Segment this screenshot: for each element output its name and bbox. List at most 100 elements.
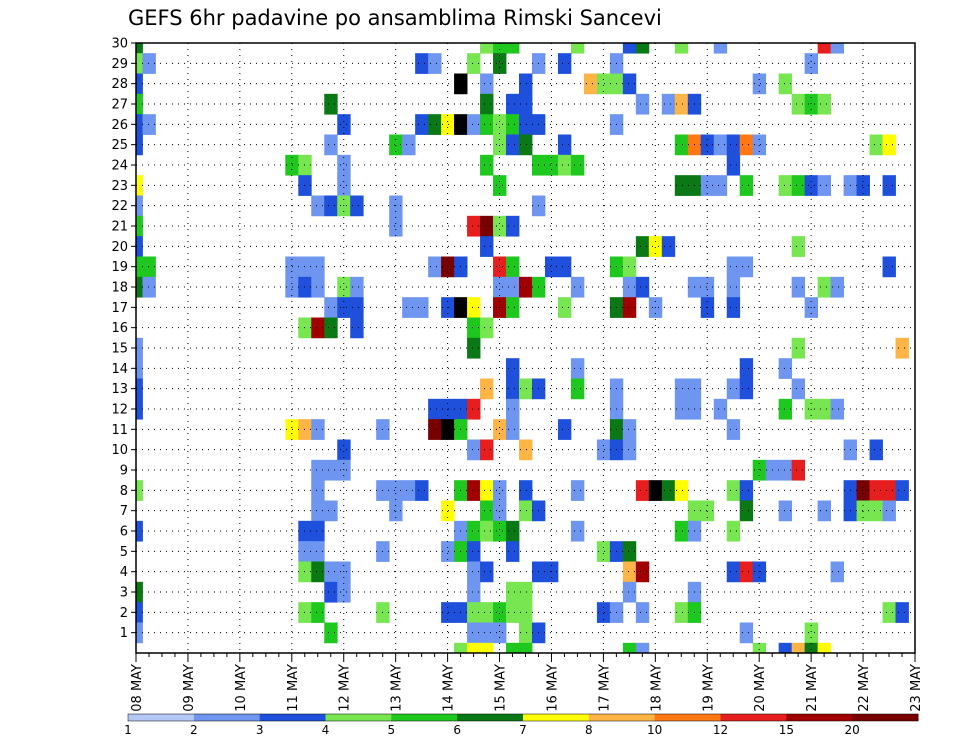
heatmap-cell: [480, 43, 494, 54]
heatmap-cell: [493, 43, 507, 54]
heatmap-cell: [817, 276, 832, 298]
heatmap-cell: [428, 53, 442, 74]
y-tick-label: 26: [111, 118, 128, 133]
y-tick-label: 24: [111, 159, 128, 174]
heatmap-cell: [337, 459, 351, 481]
legend-label: 15: [779, 723, 794, 737]
heatmap-cell: [467, 337, 481, 359]
heatmap-cell: [739, 256, 754, 278]
heatmap-cell: [506, 581, 520, 603]
y-tick-label: 25: [111, 138, 128, 153]
heatmap-cell: [739, 500, 754, 522]
y-tick-label: 14: [111, 362, 128, 377]
heatmap-cell: [557, 419, 572, 440]
heatmap-cell: [337, 439, 351, 461]
heatmap-cell: [311, 541, 325, 562]
heatmap-cell: [622, 642, 637, 654]
heatmap-cell: [493, 114, 507, 135]
heatmap-cell: [493, 53, 507, 74]
heatmap-cell: [493, 276, 507, 298]
heatmap-cell: [622, 419, 637, 440]
x-tick-label: 22 MAY: [857, 664, 872, 712]
y-tick-label: 18: [111, 281, 128, 296]
heatmap-cell: [480, 317, 494, 339]
heatmap-cell: [519, 480, 533, 501]
legend-label: 3: [256, 723, 264, 737]
heatmap-cell: [441, 602, 455, 623]
heatmap-cell: [726, 520, 741, 542]
heatmap-cell: [493, 134, 507, 156]
heatmap-cell: [324, 459, 338, 481]
x-tick-label: 09 MAY: [182, 664, 197, 712]
heatmap-cell: [136, 43, 143, 54]
heatmap-cell: [480, 73, 494, 95]
heatmap-cell: [493, 215, 507, 237]
heatmap-cell: [506, 256, 520, 278]
heatmap-cell: [324, 622, 338, 644]
heatmap-cell: [635, 602, 650, 623]
heatmap-cell: [467, 114, 481, 135]
legend-label: 12: [713, 723, 728, 737]
y-tick-label: 3: [120, 586, 128, 601]
heatmap-cell: [570, 276, 585, 298]
heatmap-cell: [136, 378, 143, 400]
heatmap-cell: [700, 500, 715, 522]
heatmap-cell: [739, 378, 754, 400]
heatmap-cell: [324, 297, 338, 318]
heatmap-cell: [674, 378, 689, 400]
heatmap-cell: [557, 297, 572, 318]
heatmap-cell: [752, 459, 767, 481]
heatmap-cell: [635, 480, 650, 501]
heatmap-cell: [557, 154, 572, 176]
y-tick-label: 20: [111, 240, 128, 255]
heatmap-cell: [596, 439, 611, 461]
heatmap-cell: [622, 541, 637, 562]
heatmap-cell: [467, 215, 481, 237]
heatmap-cell: [570, 154, 585, 176]
heatmap-cell: [778, 500, 793, 522]
heatmap-cell: [739, 561, 754, 583]
heatmap-cell: [622, 256, 637, 278]
heatmap-cell: [441, 114, 455, 135]
legend-label: 2: [190, 723, 198, 737]
plot-frame: [135, 42, 916, 654]
legend-frame: [127, 713, 919, 722]
heatmap-cell: [428, 114, 442, 135]
heatmap-cell: [467, 520, 481, 542]
heatmap-cell: [136, 398, 143, 420]
heatmap-cell: [778, 358, 793, 379]
heatmap-cell: [324, 317, 338, 339]
heatmap-cell: [856, 500, 870, 522]
heatmap-cell: [817, 398, 832, 420]
heatmap-cell: [791, 175, 806, 196]
heatmap-cell: [506, 520, 520, 542]
heatmap-cell: [519, 378, 533, 400]
heatmap-cell: [856, 480, 870, 501]
y-tick-label: 16: [111, 321, 128, 336]
heatmap-cell: [519, 134, 533, 156]
heatmap-cell: [311, 317, 325, 339]
heatmap-cell: [441, 500, 455, 522]
x-tick-label: 12 MAY: [338, 664, 353, 712]
heatmap-cell: [648, 480, 663, 501]
heatmap-cell: [324, 134, 338, 156]
y-tick-label: 28: [111, 77, 128, 92]
heatmap-cell: [402, 480, 416, 501]
heatmap-cell: [506, 134, 520, 156]
heatmap-cell: [778, 459, 793, 481]
heatmap-cell: [506, 642, 520, 654]
legend-swatch: [325, 714, 392, 721]
heatmap-cell: [856, 175, 870, 196]
legend-swatch: [786, 714, 853, 721]
heatmap-cell: [136, 114, 143, 135]
heatmap-cell: [830, 276, 844, 298]
heatmap-cell: [389, 134, 403, 156]
heatmap-cell: [493, 175, 507, 196]
y-tick-label: 6: [120, 525, 128, 540]
heatmap-cell: [506, 93, 520, 115]
legend-swatch: [523, 714, 590, 721]
heatmap-cell: [136, 236, 143, 257]
heatmap-cell: [674, 398, 689, 420]
x-tick-label: 17 MAY: [597, 664, 612, 712]
y-tick-label: 23: [111, 179, 128, 194]
